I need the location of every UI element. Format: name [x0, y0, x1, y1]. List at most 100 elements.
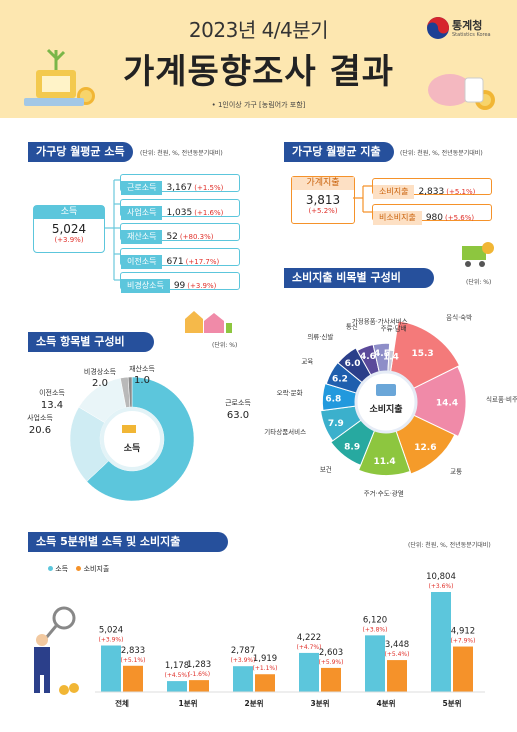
legend-spend-swatch: [76, 566, 82, 571]
spend-slice-value: 4.5: [374, 349, 390, 359]
income-bar-value: 4,222: [297, 633, 321, 643]
income-item-pct: (+17.7%): [185, 257, 220, 266]
income-item-row: 사업소득 1,035 (+1.6%): [120, 198, 240, 220]
income-item-pct: (+3.9%): [187, 282, 217, 290]
spend-connectors: [353, 185, 373, 213]
spend-slice-label: 가정용품·가사서비스: [352, 317, 408, 326]
spend-bar: [123, 665, 143, 692]
wallet-icon: [376, 384, 396, 396]
spend-slice-value: 6.8: [325, 395, 341, 405]
income-item-pct: (+1.5%): [194, 184, 224, 192]
income-comp-unit: (단위: %): [212, 342, 238, 349]
spend-slice-label: 기타상품서비스: [264, 427, 306, 436]
legend-income-swatch: [48, 566, 53, 571]
income-item-row: 이전소득 671 (+17.7%): [120, 247, 240, 269]
spend-item-pct: (+5.1%): [446, 188, 476, 196]
income-item-label: 비경상소득: [121, 279, 170, 293]
spend-item-value: 980: [425, 213, 443, 223]
income-item-label: 사업소득: [121, 205, 163, 220]
income-bar: [299, 652, 319, 692]
spend-slice-value: 6.2: [332, 374, 348, 384]
income-total-label: 소득: [34, 206, 104, 219]
spend-total-pct: (+5.2%): [308, 207, 338, 215]
income-item-value: 99: [173, 281, 186, 291]
income-slice-value: 1.0: [134, 375, 150, 386]
income-connectors: [104, 179, 120, 281]
category-label: 1분위: [178, 698, 197, 708]
spend-slice-value: 1.4: [383, 352, 399, 362]
spend-bar-value: 3,448: [385, 640, 409, 650]
income-item-value: 3,167: [166, 183, 193, 193]
income-bar: [431, 592, 451, 692]
spend-bar-pct: (+5.9%): [319, 659, 344, 666]
income-slice-label: 비경상소득: [84, 367, 117, 376]
spend-item-pct: (+5.6%): [445, 214, 475, 222]
income-bar-pct: (+3.8%): [363, 626, 388, 633]
income-total-card: 소득 5,024 (+3.9%): [33, 205, 105, 253]
income-bar: [233, 666, 253, 692]
category-label: 5분위: [442, 698, 461, 708]
spend-bar: [189, 680, 209, 692]
income-bar-value: 6,120: [363, 615, 387, 625]
income-bar-pct: (+4.7%): [297, 644, 322, 651]
quintile-legend: 소득 소비지출: [48, 564, 109, 574]
spend-item-row: 소비지출 2,833 (+5.1%): [372, 178, 492, 199]
income-item-row: 비경상소득 99 (+3.9%): [120, 272, 240, 293]
quintile-unit: (단위: 천원, %, 전년동분기대비): [408, 542, 491, 549]
spend-slice-value: 11.4: [373, 457, 395, 467]
spend-bar-pct: (+7.9%): [451, 638, 476, 645]
spend-bar: [321, 667, 341, 692]
spend-bar-value: 1,283: [187, 660, 211, 670]
cart-illustration: [462, 242, 494, 267]
spend-donut-center-label: 소비지출: [369, 403, 402, 415]
income-item-pct: (+80.3%): [179, 233, 214, 241]
income-item-row: 재산소득 52 (+80.3%): [120, 223, 240, 244]
legend-spend-label: 소비지출: [83, 565, 110, 573]
spend-unit: (단위: 천원, %, 전년동분기대비): [400, 150, 483, 157]
spend-item-row: 비소비지출 980 (+5.6%): [372, 204, 492, 225]
income-unit: (단위: 천원, %, 전년동분기대비): [140, 150, 223, 157]
spend-slice-label: 통신: [346, 321, 358, 330]
spend-bar-pct: (+1.1%): [253, 665, 278, 672]
income-item-value: 52: [166, 232, 178, 242]
income-item-label: 근로소득: [121, 181, 163, 195]
spend-slice-value: 6.0: [345, 359, 361, 369]
spend-comp-title: 소비지출 비목별 구성비: [284, 268, 434, 288]
businessman-illustration: [34, 606, 79, 695]
income-bar: [101, 645, 121, 692]
income-bar-pct: (+3.9%): [231, 657, 256, 664]
spend-slice-value: 4.6: [360, 352, 376, 362]
spend-comp-unit: (단위: %): [466, 279, 492, 286]
brand-sub: Statistics Korea: [452, 32, 491, 38]
spend-bar-pct: (+5.1%): [121, 657, 146, 664]
spend-slice-value: 14.4: [436, 399, 458, 409]
piggy-illustration: [428, 74, 495, 110]
spend-slice-label: 식료품·비주류음료: [486, 394, 517, 403]
income-item-row: 근로소득 3,167 (+1.5%): [120, 174, 240, 195]
category-label: 3분위: [310, 698, 329, 708]
spend-bar-value: 2,603: [319, 648, 343, 658]
spend-slice-label: 보건: [320, 465, 332, 474]
taegeuk-logo-icon: [427, 17, 449, 39]
income-slice-value: 2.0: [92, 378, 108, 389]
spend-bar: [255, 674, 275, 692]
category-label: 전체: [115, 698, 129, 708]
income-slice-label: 사업소득: [27, 413, 53, 422]
income-item-pct: (+1.6%): [194, 208, 224, 217]
income-slice-value: 63.0: [227, 410, 249, 421]
income-total-pct: (+3.9%): [54, 236, 84, 244]
quintile-title: 소득 5분위별 소득 및 소비지출: [28, 532, 228, 552]
income-bar-value: 1,178: [165, 661, 189, 671]
spend-bar-value: 4,912: [451, 627, 475, 637]
spend-item-label: 소비지출: [373, 185, 415, 199]
spend-total-label: 가계지출: [292, 177, 354, 190]
spend-bar: [387, 660, 407, 692]
income-slice-value: 20.6: [29, 425, 51, 436]
spend-slice-value: 7.9: [328, 419, 344, 429]
spend-item-value: 2,833: [418, 187, 445, 197]
money-bag-icon: [122, 425, 136, 433]
page-title: 가계동향조사 결과: [122, 52, 395, 92]
income-bar-pct: (+3.9%): [99, 636, 124, 643]
title-note: • 1인이상 가구 [농림어가 포함]: [211, 101, 306, 109]
